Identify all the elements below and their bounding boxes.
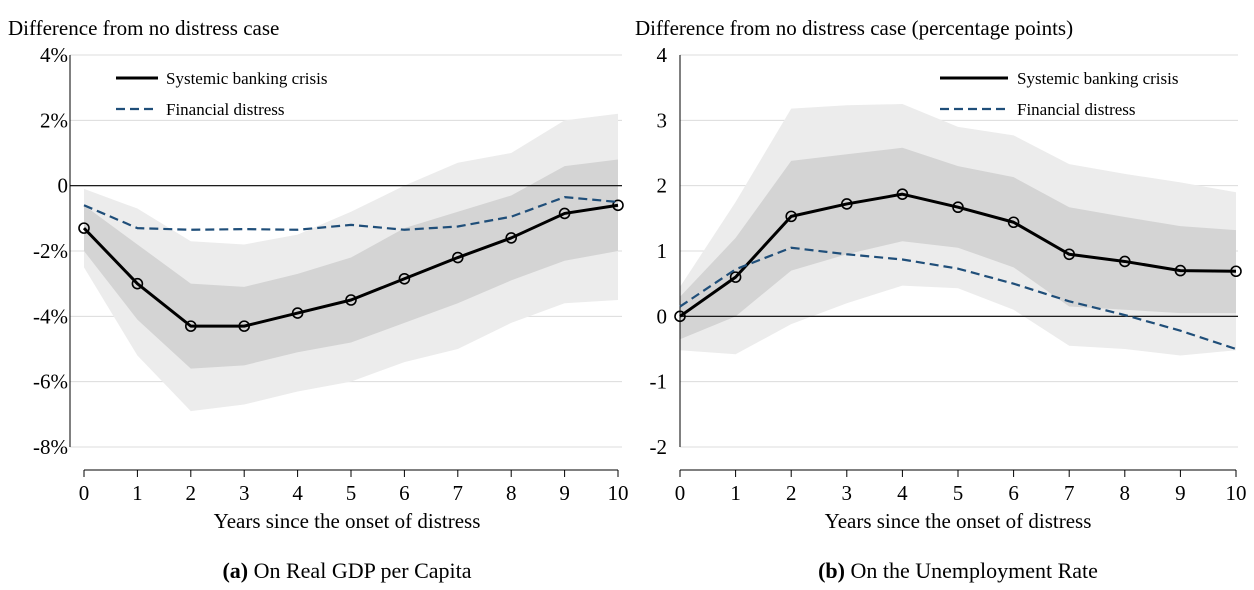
x-tick-label: 2 [786, 481, 797, 505]
y-tick-label: -2 [650, 435, 668, 459]
x-axis-label: Years since the onset of distress [214, 509, 481, 533]
x-tick-label: 0 [79, 481, 90, 505]
x-tick-label: 7 [1064, 481, 1075, 505]
y-tick-label: 2% [40, 108, 68, 132]
series-line-financial-distress [83, 196, 619, 231]
x-tick-label: 10 [1226, 481, 1247, 505]
caption-label: (a) [222, 558, 248, 583]
confidence-band-inner [84, 159, 618, 369]
y-tick-label: -8% [33, 435, 68, 459]
data-point-marker [952, 201, 964, 214]
data-point-marker [398, 272, 411, 285]
y-tick-label: -6% [33, 370, 68, 394]
caption-text: On the Unemployment Rate [845, 558, 1098, 583]
legend-label: Financial distress [166, 100, 285, 119]
data-point-marker [185, 320, 197, 332]
x-tick-label: 1 [730, 481, 741, 505]
panel-caption: (b) On the Unemployment Rate [818, 558, 1098, 583]
x-tick-label: 5 [953, 481, 964, 505]
data-point-marker [558, 207, 571, 220]
x-tick-label: 2 [186, 481, 197, 505]
x-tick-label: 9 [1175, 481, 1186, 505]
legend-label: Systemic banking crisis [1017, 69, 1178, 88]
data-point-marker [1119, 255, 1131, 268]
caption-label: (b) [818, 558, 845, 583]
x-axis-label: Years since the onset of distress [825, 509, 1092, 533]
y-tick-label: 4 [657, 43, 668, 67]
x-tick-label: 4 [292, 481, 303, 505]
x-tick-label: 8 [1120, 481, 1131, 505]
x-tick-label: 5 [346, 481, 357, 505]
series-line-financial-distress [679, 246, 1237, 351]
legend-label: Financial distress [1017, 100, 1136, 119]
data-point-marker [291, 307, 304, 319]
data-point-marker [131, 277, 144, 290]
legend-label: Systemic banking crisis [166, 69, 327, 88]
x-tick-label: 9 [559, 481, 570, 505]
panel-b: Difference from no distress case (percen… [635, 16, 1247, 583]
data-point-marker [505, 232, 518, 244]
y-tick-label: -2% [33, 239, 68, 263]
y-tick-label: 4% [40, 43, 68, 67]
data-point-marker [238, 320, 250, 332]
series-line-systemic-banking-crisis [82, 203, 619, 328]
data-point-marker [78, 222, 90, 234]
data-point-marker [345, 294, 357, 306]
y-tick-label: -4% [33, 304, 68, 328]
y-tick-label: 1 [657, 239, 668, 263]
y-tick-label: 0 [657, 304, 668, 328]
x-tick-label: 3 [842, 481, 853, 505]
data-point-marker [612, 199, 624, 212]
panel-caption: (a) On Real GDP per Capita [222, 558, 471, 583]
x-tick-label: 8 [506, 481, 517, 505]
data-point-marker [729, 271, 742, 283]
series-line-systemic-banking-crisis [679, 192, 1237, 318]
y-tick-label: 2 [657, 174, 668, 198]
data-point-marker [451, 251, 464, 264]
x-tick-label: 1 [132, 481, 143, 505]
x-tick-label: 6 [399, 481, 410, 505]
caption-text: On Real GDP per Capita [248, 558, 472, 583]
data-point-marker [896, 188, 909, 200]
data-point-marker [785, 210, 798, 223]
y-tick-label: 0 [58, 174, 69, 198]
data-point-marker [840, 198, 853, 210]
data-point-marker [1063, 248, 1075, 261]
data-point-marker [674, 310, 686, 323]
panel-title: Difference from no distress case (percen… [635, 16, 1073, 40]
x-tick-label: 7 [453, 481, 464, 505]
data-point-marker [1174, 264, 1187, 277]
data-point-marker [1007, 216, 1020, 229]
data-point-marker [1230, 265, 1242, 278]
x-tick-label: 6 [1008, 481, 1019, 505]
y-tick-label: 3 [657, 108, 668, 132]
confidence-band-inner [680, 147, 1236, 340]
x-tick-label: 3 [239, 481, 250, 505]
panel-a: Difference from no distress case 4% 2% 0 -2%… [8, 16, 629, 583]
x-tick-label: 0 [675, 481, 686, 505]
y-tick-label: -1 [650, 370, 668, 394]
x-tick-label: 10 [608, 481, 629, 505]
x-tick-label: 4 [897, 481, 908, 505]
panel-title: Difference from no distress case [8, 16, 279, 40]
